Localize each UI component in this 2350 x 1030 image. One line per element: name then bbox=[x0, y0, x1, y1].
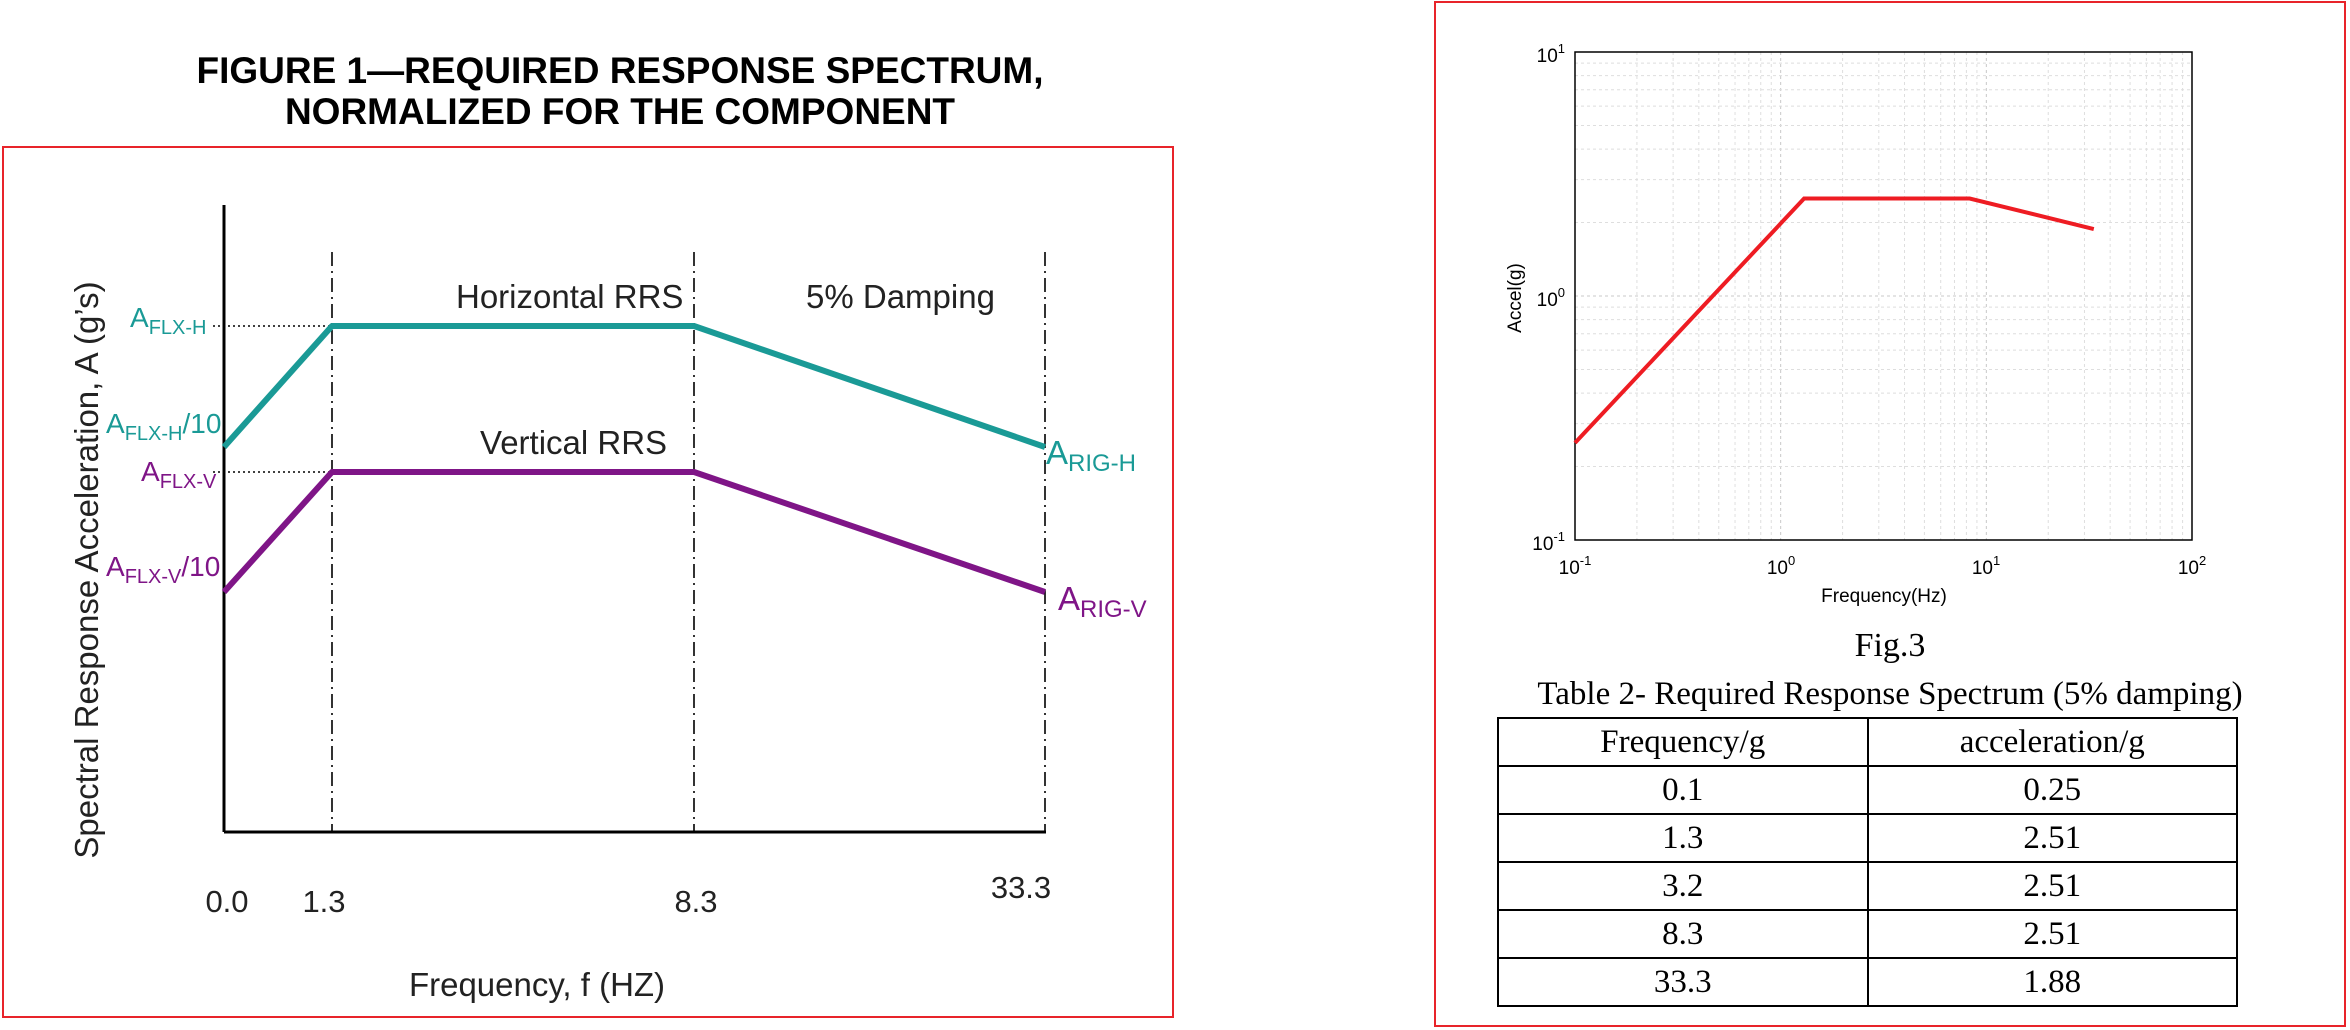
table-title: Table 2- Required Response Spectrum (5% … bbox=[1537, 676, 2243, 712]
figure1-label-flx-v: AFLX-V bbox=[141, 456, 217, 493]
fig3-plot-frame bbox=[1574, 51, 2193, 541]
fig3-xtick-0-base: 10 bbox=[1559, 558, 1580, 579]
figure1-label-rig-h-base: A bbox=[1046, 434, 1068, 471]
fig3-xlabel: Frequency(Hz) bbox=[1821, 586, 1947, 607]
figure1-label-flx-v-10: AFLX-V/10 bbox=[106, 551, 220, 588]
figure1-label-rig-v-sub: RIG-V bbox=[1080, 596, 1147, 623]
figure1-panel-border bbox=[2, 146, 1174, 1018]
figure1-horizontal-rrs-line bbox=[221, 323, 1046, 450]
table-cell-acceleration: 0.25 bbox=[1866, 765, 2238, 815]
figure1-label-flx-h-10-suffix: /10 bbox=[182, 408, 221, 439]
fig3-xtick-2-base: 10 bbox=[1972, 558, 1993, 579]
figure1-title-line1: FIGURE 1—REQUIRED RESPONSE SPECTRUM, bbox=[196, 50, 1044, 91]
figure1-label-flx-v-sub: FLX-V bbox=[160, 471, 217, 493]
table-cell-frequency: 33.3 bbox=[1497, 957, 1869, 1007]
table-header-frequency: Frequency/g bbox=[1497, 717, 1869, 767]
fig3-xtick-0-exp: -1 bbox=[1580, 553, 1592, 568]
figure1-label-flx-h-10-base: A bbox=[106, 408, 125, 439]
figure1-label-flx-h-sub: FLX-H bbox=[149, 317, 207, 339]
figure1-xtick-0: 0.0 bbox=[205, 884, 248, 919]
figure1-label-rig-h: ARIG-H bbox=[1046, 434, 1136, 477]
fig3-ytick-0-exp: -1 bbox=[1553, 529, 1565, 544]
fig3-ytick-1: 100 bbox=[1537, 285, 1565, 311]
table-cell-acceleration: 2.51 bbox=[1866, 813, 2238, 863]
fig3-ytick-0-base: 10 bbox=[1532, 534, 1553, 555]
fig3-ytick-2: 101 bbox=[1537, 41, 1565, 67]
fig3-ytick-2-exp: 1 bbox=[1558, 41, 1565, 56]
figure1-xtick-1: 1.3 bbox=[302, 884, 345, 919]
fig3-xtick-2-exp: 1 bbox=[1993, 553, 2000, 568]
fig3-xtick-0: 10-1 bbox=[1559, 553, 1592, 579]
figure1-xlabel: Frequency, f (HZ) bbox=[409, 966, 665, 1003]
table-row: 33.3 1.88 bbox=[1497, 957, 2238, 1007]
rrs-table: Frequency/g acceleration/g 0.1 0.25 1.3 … bbox=[1497, 717, 2238, 1007]
table-cell-frequency: 0.1 bbox=[1497, 765, 1869, 815]
table-cell-acceleration: 1.88 bbox=[1866, 957, 2238, 1007]
figure1-damping-label: 5% Damping bbox=[806, 278, 995, 315]
figure1-label-flx-v-10-sub: FLX-V bbox=[125, 566, 182, 588]
fig3-panel-border bbox=[1434, 1, 2346, 1027]
fig3-xtick-3: 102 bbox=[2178, 553, 2206, 579]
figure1-label-rig-v: ARIG-V bbox=[1058, 580, 1147, 623]
table-header-row: Frequency/g acceleration/g bbox=[1497, 717, 2238, 767]
figure1-title: FIGURE 1—REQUIRED RESPONSE SPECTRUM, NOR… bbox=[0, 50, 1240, 132]
figure1-vertical-rrs-line bbox=[221, 469, 1046, 595]
fig3-caption: Fig.3 bbox=[1854, 627, 1926, 664]
table-row: 1.3 2.51 bbox=[1497, 813, 2238, 863]
figure1-label-flx-h-10-sub: FLX-H bbox=[125, 423, 183, 445]
table-cell-frequency: 8.3 bbox=[1497, 909, 1869, 959]
figure1-vertical-label: Vertical RRS bbox=[480, 424, 667, 461]
figure1-label-flx-h-base: A bbox=[130, 302, 149, 333]
fig3-xtick-1-exp: 0 bbox=[1788, 553, 1795, 568]
fig3-xtick-3-base: 10 bbox=[2178, 558, 2199, 579]
fig3-ytick-2-base: 10 bbox=[1537, 46, 1558, 67]
fig3-ytick-1-base: 10 bbox=[1537, 290, 1558, 311]
fig3-ytick-0: 10-1 bbox=[1532, 529, 1565, 555]
figure1-xtick-3: 33.3 bbox=[991, 870, 1051, 905]
figure1-label-flx-v-base: A bbox=[141, 456, 160, 487]
fig3-xtick-2: 101 bbox=[1972, 553, 2000, 579]
figure1-label-flx-h-10: AFLX-H/10 bbox=[106, 408, 221, 445]
figure1-horizontal-label: Horizontal RRS bbox=[456, 278, 683, 315]
figure1-title-line2: NORMALIZED FOR THE COMPONENT bbox=[284, 91, 956, 132]
table-row: 3.2 2.51 bbox=[1497, 861, 2238, 911]
table-cell-frequency: 3.2 bbox=[1497, 861, 1869, 911]
figure1-label-rig-h-sub: RIG-H bbox=[1068, 450, 1136, 477]
figure1-label-flx-h: AFLX-H bbox=[130, 302, 206, 339]
table-header-acceleration: acceleration/g bbox=[1866, 717, 2238, 767]
fig3-xtick-1-base: 10 bbox=[1767, 558, 1788, 579]
figure1-xtick-2: 8.3 bbox=[674, 884, 717, 919]
figure1-label-flx-v-10-base: A bbox=[106, 551, 125, 582]
figure1-ylabel: Spectral Response Acceleration, A (g’s) bbox=[68, 281, 105, 858]
table-row: 0.1 0.25 bbox=[1497, 765, 2238, 815]
table-cell-frequency: 1.3 bbox=[1497, 813, 1869, 863]
figure1-label-rig-v-base: A bbox=[1058, 580, 1080, 617]
fig3-xtick-1: 100 bbox=[1767, 553, 1795, 579]
table-row: 8.3 2.51 bbox=[1497, 909, 2238, 959]
fig3-ytick-1-exp: 0 bbox=[1558, 285, 1565, 300]
fig3-rrs-line bbox=[1573, 196, 2095, 445]
fig3-ylabel: Accel(g) bbox=[1505, 263, 1526, 333]
table-cell-acceleration: 2.51 bbox=[1866, 861, 2238, 911]
figure1-label-flx-v-10-suffix: /10 bbox=[181, 551, 220, 582]
fig3-xtick-3-exp: 2 bbox=[2199, 553, 2206, 568]
table-cell-acceleration: 2.51 bbox=[1866, 909, 2238, 959]
